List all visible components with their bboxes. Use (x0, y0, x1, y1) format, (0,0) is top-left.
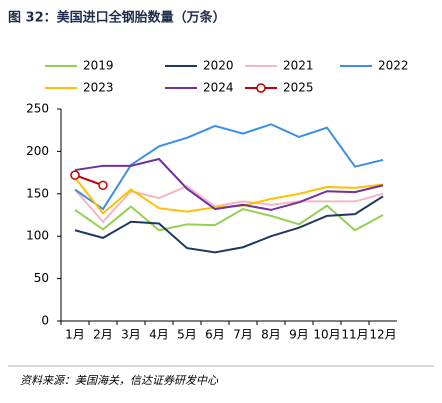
legend-label: 2022 (378, 59, 409, 73)
series-line (74, 157, 384, 211)
series-line (74, 185, 384, 224)
x-tick-label: 12月 (369, 328, 396, 342)
chart-title: 图 32：美国进口全钢胎数量（万条） (8, 10, 226, 26)
y-tick-label: 50 (34, 271, 49, 285)
legend-label: 2025 (283, 81, 314, 95)
point-marker (70, 170, 80, 180)
x-tick-label: 6月 (205, 328, 225, 342)
x-tick-label: 2月 (93, 328, 113, 342)
legend-label: 2024 (203, 81, 234, 95)
x-tick-label: 3月 (121, 328, 141, 342)
legend-label: 2023 (83, 81, 114, 95)
series-line (74, 204, 384, 232)
x-tick-label: 5月 (177, 328, 197, 342)
x-tick-label: 10月 (313, 328, 340, 342)
x-tick-label: 1月 (65, 328, 85, 342)
y-tick-label: 150 (26, 186, 49, 200)
x-tick-label: 9月 (289, 328, 309, 342)
series-line (74, 123, 384, 211)
series-line (74, 195, 384, 254)
legend-label: 2019 (83, 59, 114, 73)
source: 资料来源：美国海关，信达证券研发中心 (20, 374, 219, 387)
point-marker (98, 180, 108, 191)
legend-marker (256, 83, 266, 93)
y-tick-label: 250 (26, 102, 49, 116)
legend-label: 2021 (283, 59, 314, 73)
x-tick-label: 8月 (261, 328, 281, 342)
x-tick-label: 4月 (149, 328, 169, 342)
y-tick-label: 0 (41, 314, 49, 328)
y-tick-label: 200 (26, 144, 49, 158)
x-tick-label: 11月 (341, 328, 368, 342)
legend-label: 2020 (203, 59, 234, 73)
series-line (74, 174, 104, 187)
series-line (74, 177, 384, 215)
x-tick-label: 7月 (233, 328, 253, 342)
y-tick-label: 100 (26, 229, 49, 243)
